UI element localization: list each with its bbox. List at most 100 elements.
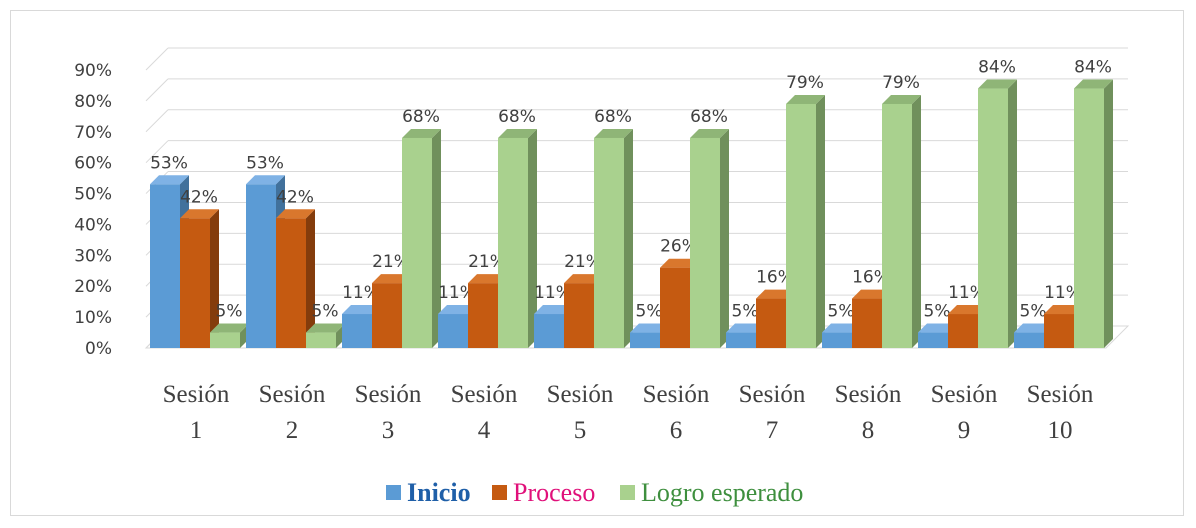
x-tick-label: Sesión [931, 381, 998, 408]
bar [1074, 88, 1104, 349]
bar [756, 298, 786, 348]
bar-top [498, 128, 537, 138]
data-label: 21% [372, 252, 410, 272]
bar-top [564, 274, 603, 284]
data-label: 5% [312, 302, 339, 322]
bar [948, 314, 978, 348]
data-label: 21% [564, 252, 602, 272]
bar-top [1014, 323, 1053, 333]
gridline-side [145, 47, 169, 71]
data-label: 79% [882, 73, 920, 93]
bar [246, 184, 276, 348]
bar-top [438, 305, 477, 315]
data-label: 11% [438, 283, 476, 303]
bar-top [534, 305, 573, 315]
legend-label: Logro esperado [641, 478, 803, 507]
y-tick-label: 70% [74, 123, 112, 143]
data-label: 5% [1020, 302, 1047, 322]
x-tick-label: 6 [670, 417, 683, 444]
x-tick-label: Sesión [547, 381, 614, 408]
data-label: 68% [690, 107, 728, 127]
bar-side [210, 209, 219, 348]
data-label: 68% [498, 107, 536, 127]
legend-swatch [492, 485, 507, 500]
bar-side [624, 128, 633, 348]
bar-top [978, 79, 1017, 89]
gridline-side [145, 78, 169, 102]
y-tick-label: 90% [74, 61, 112, 81]
bar [150, 184, 180, 348]
data-label: 21% [468, 252, 506, 272]
x-tick-label: Sesión [835, 381, 902, 408]
bar-top [276, 209, 315, 219]
bar [306, 332, 336, 348]
bar [978, 88, 1008, 349]
data-label: 84% [978, 58, 1016, 78]
data-label: 11% [534, 283, 572, 303]
bar-top [246, 175, 285, 185]
bar-top [150, 175, 189, 185]
bar [180, 218, 210, 348]
bar-top [1074, 79, 1113, 89]
x-tick-label: 3 [382, 417, 395, 444]
data-label: 26% [660, 237, 698, 257]
data-label: 11% [342, 283, 380, 303]
data-label: 68% [402, 107, 440, 127]
bar-top [690, 128, 729, 138]
bar-top [822, 323, 861, 333]
x-tick-label: Sesión [643, 381, 710, 408]
y-tick-label: 0% [85, 339, 112, 359]
x-tick-label: 9 [958, 417, 971, 444]
bar [210, 332, 240, 348]
x-tick-label: 5 [574, 417, 587, 444]
bar-side [720, 128, 729, 348]
bar-side [1008, 79, 1017, 349]
bar-top [630, 323, 669, 333]
data-label: 11% [1044, 283, 1082, 303]
y-tick-label: 80% [74, 92, 112, 112]
data-label: 16% [756, 268, 794, 288]
bar-side [528, 128, 537, 348]
bar-top [594, 128, 633, 138]
bar-top [402, 128, 441, 138]
y-tick-label: 20% [74, 277, 112, 297]
bar-top [756, 289, 795, 299]
bar [660, 267, 690, 348]
data-label: 5% [828, 302, 855, 322]
legend-swatch [386, 485, 401, 500]
bar [822, 332, 852, 348]
legend-label: Proceso [513, 478, 595, 507]
x-tick-label: 1 [190, 417, 203, 444]
bar-top [210, 323, 249, 333]
bar [1044, 314, 1074, 348]
bar-side [912, 94, 921, 348]
bar-top [180, 209, 219, 219]
bar [852, 298, 882, 348]
x-tick-label: 7 [766, 417, 779, 444]
bar [402, 137, 432, 348]
gridline-side [145, 109, 169, 133]
gridline-side [145, 140, 169, 164]
bar-top [306, 323, 345, 333]
data-label: 53% [246, 153, 284, 173]
y-tick-label: 30% [74, 246, 112, 266]
bar [498, 137, 528, 348]
bar [342, 314, 372, 348]
x-tick-label: 4 [478, 417, 491, 444]
bar [786, 103, 816, 348]
data-label: 5% [924, 302, 951, 322]
x-tick-label: Sesión [1027, 381, 1094, 408]
bar [372, 283, 402, 348]
bar [726, 332, 756, 348]
data-label: 5% [636, 302, 663, 322]
bar-top [468, 274, 507, 284]
x-tick-label: 8 [862, 417, 875, 444]
bar-side [1104, 79, 1113, 349]
bar-top [1044, 305, 1083, 315]
data-label: 5% [216, 302, 243, 322]
bar [594, 137, 624, 348]
bar [882, 103, 912, 348]
y-tick-label: 10% [74, 308, 112, 328]
bar-top [918, 323, 957, 333]
